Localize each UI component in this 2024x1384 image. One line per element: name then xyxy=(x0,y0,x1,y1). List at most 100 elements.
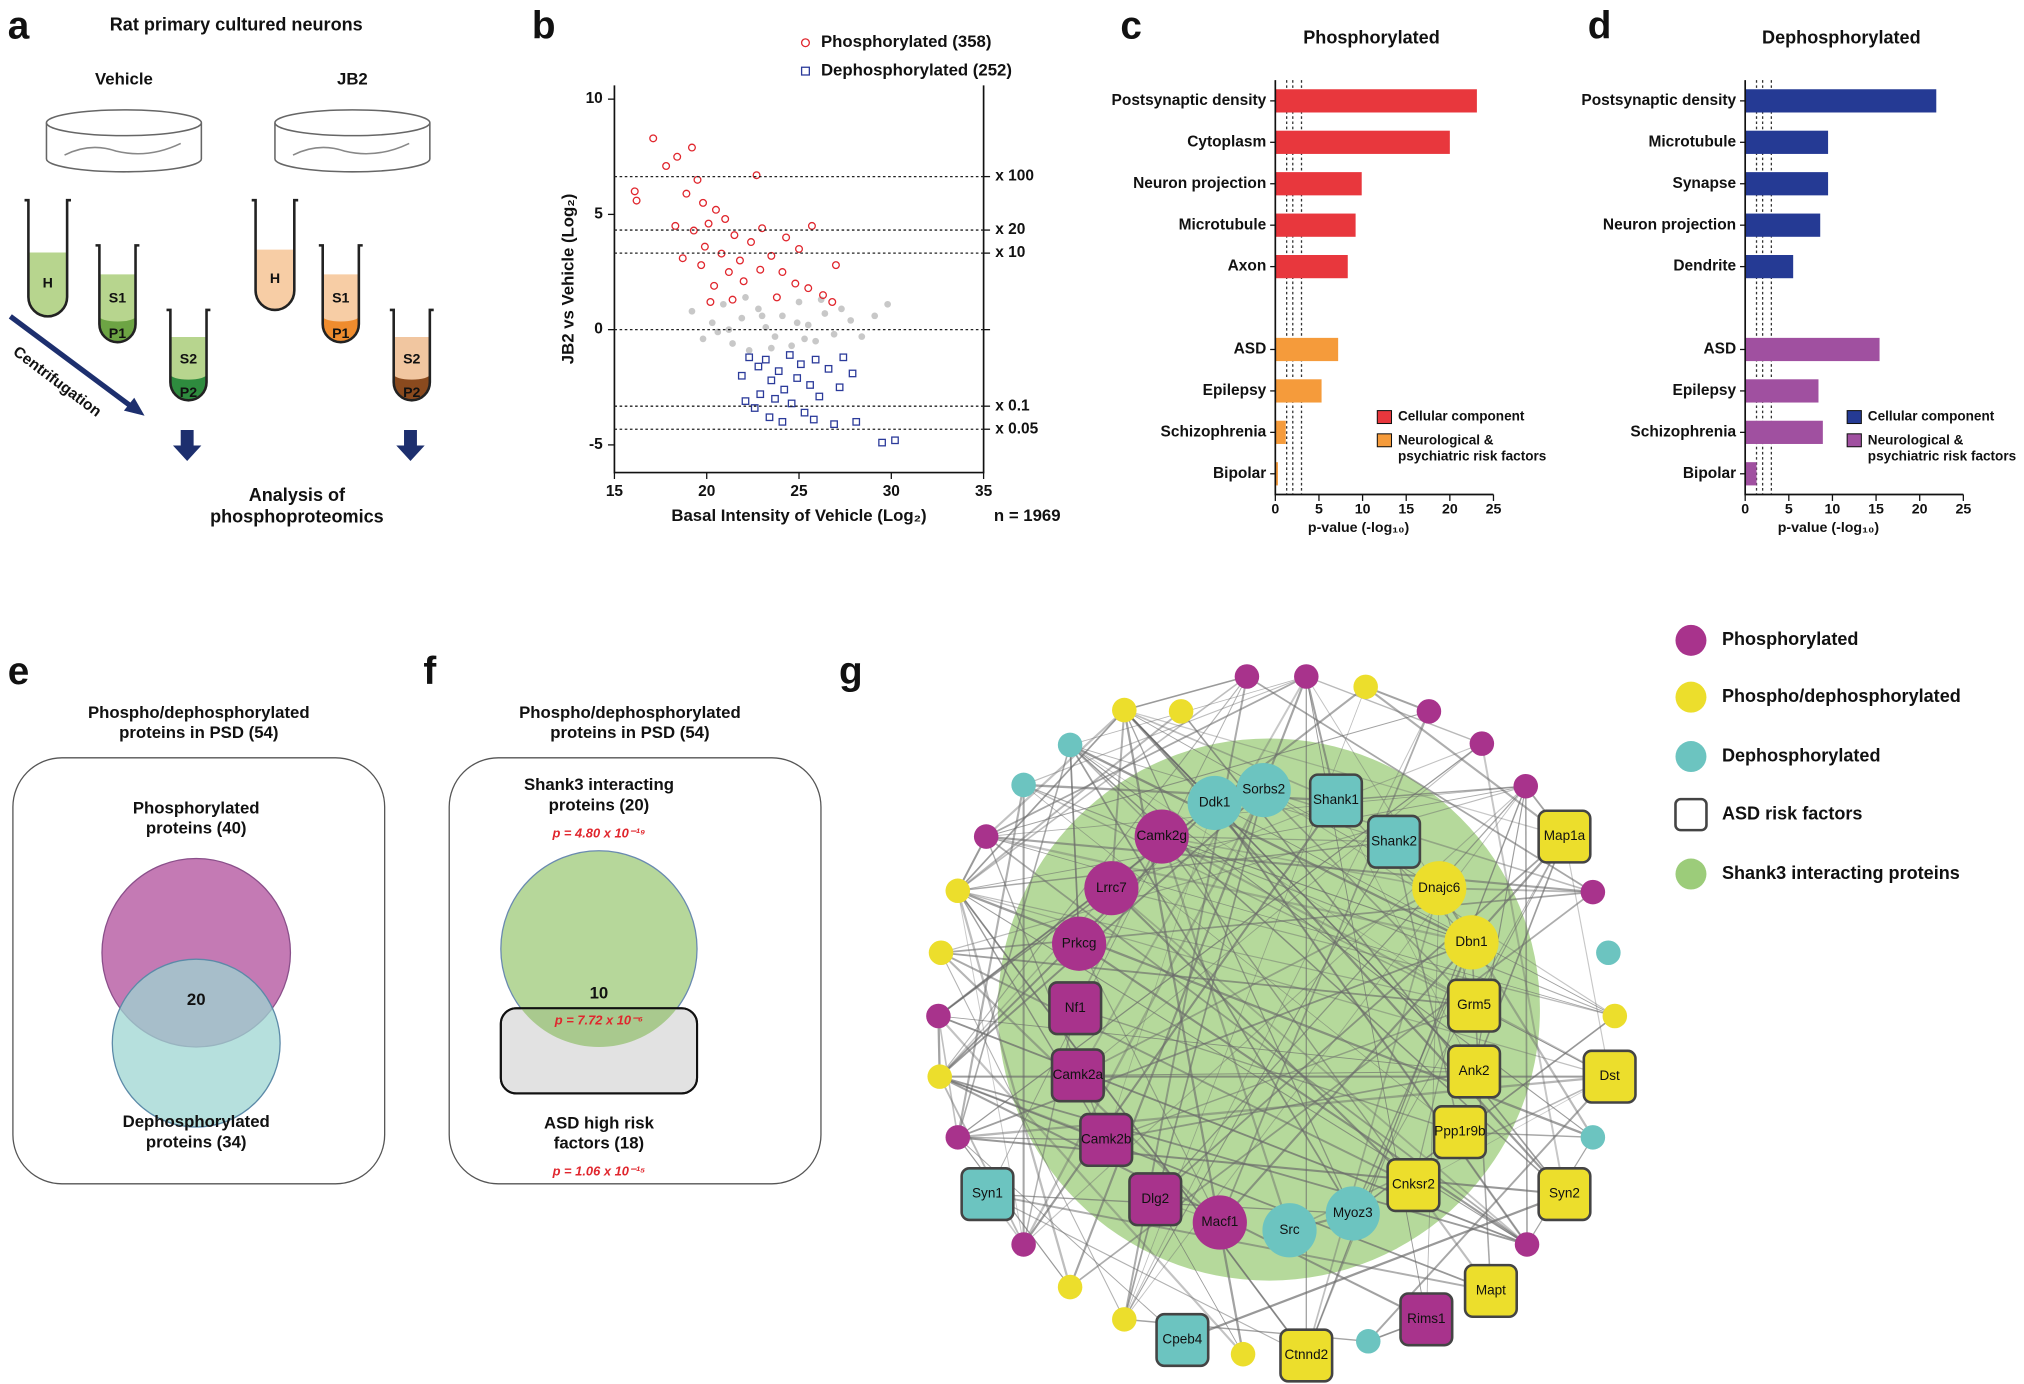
group-label: Vehicle xyxy=(95,70,153,89)
y-tick-label: Neuron projection xyxy=(1603,216,1736,233)
point xyxy=(687,143,696,152)
panel-letter: a xyxy=(8,5,30,48)
bar xyxy=(1745,89,1937,113)
edge xyxy=(1263,789,1475,1007)
edge xyxy=(940,785,1526,954)
edge xyxy=(1023,784,1475,1007)
node xyxy=(1596,940,1621,966)
bar xyxy=(1745,337,1880,362)
node-label: Ank2 xyxy=(1459,1063,1490,1078)
point xyxy=(710,281,719,290)
edge xyxy=(1069,744,1475,1007)
edge xyxy=(939,1075,1427,1321)
edge xyxy=(957,710,1182,892)
point xyxy=(758,224,767,233)
tube xyxy=(24,198,71,318)
bar xyxy=(1745,254,1794,279)
x-tick-label: 20 xyxy=(698,483,715,500)
point xyxy=(878,438,886,447)
panel-letter: g xyxy=(839,650,863,693)
legend-label: Neurological & psychiatric risk factors xyxy=(1868,432,2016,463)
point xyxy=(806,381,814,389)
point xyxy=(830,420,838,429)
node xyxy=(1469,731,1495,756)
legend-label: ASD risk factors xyxy=(1722,803,1863,823)
legend-swatch xyxy=(1846,410,1862,425)
node-label: Mapt xyxy=(1476,1283,1506,1298)
legend-label: Shank3 interacting proteins xyxy=(1722,863,1960,883)
point xyxy=(767,344,775,352)
chart-title: Dephosphorylated xyxy=(1762,28,1921,48)
node xyxy=(1079,1112,1134,1168)
y-tick-label: Neuron projection xyxy=(1133,175,1266,192)
point xyxy=(688,307,696,315)
point xyxy=(708,319,716,327)
bar xyxy=(1275,89,1477,113)
point xyxy=(778,417,787,426)
node xyxy=(1052,916,1107,971)
node xyxy=(1580,879,1606,905)
y-tick-label: Microtubule xyxy=(1179,216,1267,233)
node-label: Rims1 xyxy=(1407,1311,1445,1326)
bar xyxy=(1745,462,1757,486)
edge xyxy=(1076,676,1308,1076)
y-tick-label: Postsynaptic density xyxy=(1581,92,1736,109)
x-tick-label: 15 xyxy=(1868,502,1884,518)
node xyxy=(1084,861,1139,916)
edge xyxy=(986,836,1615,1017)
x-tick-label: 15 xyxy=(1398,502,1414,518)
point xyxy=(793,374,802,382)
edge xyxy=(1123,841,1395,1320)
tube-liquid xyxy=(28,252,68,317)
bar xyxy=(1275,254,1348,279)
point xyxy=(795,298,803,306)
edge xyxy=(1023,784,1461,1133)
node xyxy=(1057,732,1083,758)
legend-label: Phosphorylated xyxy=(1722,629,1859,649)
x-tick-label: 15 xyxy=(606,483,624,500)
edge xyxy=(1022,789,1265,1246)
node-label: Prkcg xyxy=(1062,935,1097,950)
node xyxy=(1155,1312,1210,1368)
bar xyxy=(1745,172,1829,196)
edge xyxy=(1023,784,1616,1017)
point xyxy=(788,342,795,350)
y-tick-label: 10 xyxy=(586,90,603,107)
bar xyxy=(1275,337,1339,362)
edge xyxy=(1305,942,1473,1356)
legend-marker xyxy=(1675,858,1707,890)
x-tick-label: 20 xyxy=(1912,502,1928,518)
legend-label: Neurological & psychiatric risk factors xyxy=(1398,432,1546,463)
edge xyxy=(957,941,1472,1139)
tube-label: S2 xyxy=(180,351,197,367)
down-arrow xyxy=(396,429,425,461)
edge xyxy=(1161,835,1611,1078)
point xyxy=(693,175,702,184)
x-tick-label: 35 xyxy=(975,483,993,500)
tube-label: S2 xyxy=(403,351,420,367)
node-label: Ppp1r9b xyxy=(1434,1124,1485,1139)
node xyxy=(1057,1274,1083,1300)
node xyxy=(1356,1329,1381,1354)
node-label: Cpeb4 xyxy=(1162,1332,1202,1347)
reference-label: x 20 xyxy=(995,221,1025,238)
venn-box-outline xyxy=(499,1007,699,1095)
node xyxy=(1048,981,1103,1036)
tube xyxy=(251,198,299,312)
node xyxy=(1128,1172,1183,1227)
point xyxy=(767,376,776,385)
point xyxy=(750,404,759,412)
tube-label: S1 xyxy=(332,290,349,306)
x-tick-label: 25 xyxy=(1486,502,1502,518)
dish xyxy=(45,109,431,173)
reference-label: x 0.05 xyxy=(995,420,1038,437)
down-arrow xyxy=(172,429,202,461)
legend-marker xyxy=(1675,681,1707,713)
point xyxy=(697,261,706,270)
point xyxy=(632,196,641,205)
edge xyxy=(987,1193,1492,1292)
edge xyxy=(1154,835,1566,1200)
node xyxy=(928,940,954,966)
point xyxy=(747,238,756,247)
edge xyxy=(1123,709,1337,802)
